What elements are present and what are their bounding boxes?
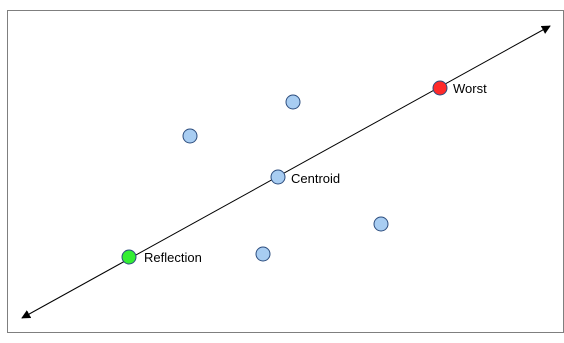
simplex-point — [182, 128, 198, 144]
worst-label: Worst — [453, 81, 487, 96]
reflection-label: Reflection — [144, 250, 202, 265]
reflection-point — [121, 249, 137, 265]
centroid-label: Centroid — [291, 171, 340, 186]
simplex-point — [373, 216, 389, 232]
simplex-point — [285, 94, 301, 110]
reflection-line — [21, 25, 551, 319]
centroid-point — [270, 169, 286, 185]
worst-point — [432, 80, 448, 96]
simplex-point — [255, 246, 271, 262]
diagram-border — [7, 10, 564, 333]
